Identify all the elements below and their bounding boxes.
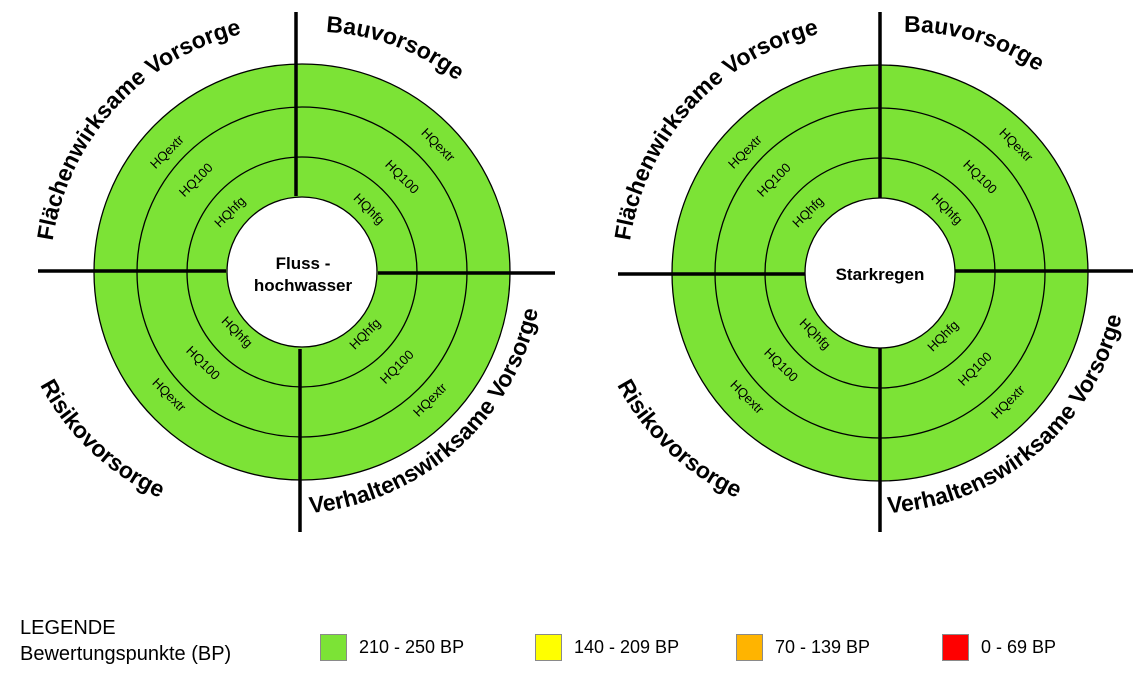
rating-diagrams: Flächenwirksame Vorsorge Bauvorsorge Ris… xyxy=(0,0,1135,600)
legend-label: 70 - 139 BP xyxy=(775,637,870,658)
quadrant-label-top-right: Bauvorsorge xyxy=(904,11,1049,76)
legend: LEGENDE Bewertungspunkte (BP) 210 - 250 … xyxy=(20,615,1120,675)
legend-item-green: 210 - 250 BP xyxy=(320,634,464,661)
legend-swatch-green xyxy=(320,634,347,661)
legend-title-line2: Bewertungspunkte (BP) xyxy=(20,641,231,667)
legend-item-orange: 70 - 139 BP xyxy=(736,634,870,661)
legend-label: 0 - 69 BP xyxy=(981,637,1056,658)
center-label: Starkregen xyxy=(836,265,925,284)
center-label-line2: hochwasser xyxy=(254,276,353,295)
center-label-line1: Fluss - xyxy=(276,254,331,273)
legend-item-yellow: 140 - 209 BP xyxy=(535,634,679,661)
legend-title-line1: LEGENDE xyxy=(20,615,231,641)
legend-label: 210 - 250 BP xyxy=(359,637,464,658)
diagram-flusshochwasser: Flächenwirksame Vorsorge Bauvorsorge Ris… xyxy=(32,11,555,532)
legend-item-red: 0 - 69 BP xyxy=(942,634,1056,661)
legend-swatch-yellow xyxy=(535,634,562,661)
legend-label: 140 - 209 BP xyxy=(574,637,679,658)
diagram-starkregen: Flächenwirksame Vorsorge Bauvorsorge Ris… xyxy=(609,11,1133,532)
legend-swatch-orange xyxy=(736,634,763,661)
legend-title: LEGENDE Bewertungspunkte (BP) xyxy=(20,615,231,667)
legend-swatch-red xyxy=(942,634,969,661)
